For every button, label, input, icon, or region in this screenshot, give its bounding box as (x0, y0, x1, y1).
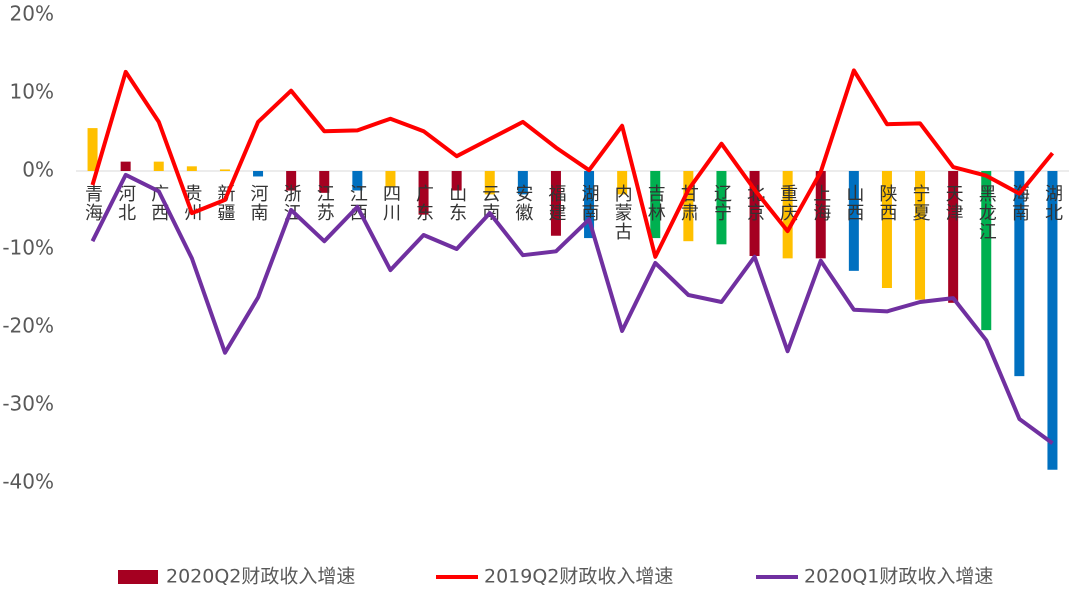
x-tick-label: 广西 (148, 184, 169, 222)
x-tick-label: 重庆 (777, 184, 798, 222)
legend-label: 2019Q2财政收入增速 (484, 566, 673, 588)
x-tick-label: 四川 (380, 184, 401, 222)
x-tick-label: 河南 (248, 184, 269, 222)
bar (186, 166, 197, 171)
bar (120, 161, 131, 171)
x-tick-label: 河北 (115, 184, 136, 222)
x-tick-label: 吉林 (645, 184, 666, 222)
y-tick-label: -30% (2, 392, 54, 416)
y-tick-label: -10% (2, 236, 54, 260)
x-tick-label: 辽宁 (711, 184, 732, 222)
bar (815, 171, 826, 259)
bar (550, 171, 561, 236)
x-tick-label: 新疆 (214, 184, 235, 222)
bar (219, 169, 230, 171)
legend-label: 2020Q1财政收入增速 (804, 566, 993, 588)
bar (1014, 171, 1025, 377)
bar (253, 171, 264, 177)
bar (517, 171, 528, 195)
x-tick-label: 福建 (545, 184, 566, 222)
bar (981, 171, 992, 331)
y-tick-label: 0% (22, 158, 54, 182)
bar (418, 171, 429, 215)
x-tick-label: 江苏 (314, 184, 335, 222)
bar (749, 171, 760, 257)
bar (782, 171, 793, 259)
bar (716, 171, 727, 245)
y-tick-label: 10% (10, 80, 54, 104)
x-tick-label: 内蒙古 (612, 184, 633, 241)
y-tick-label: -20% (2, 314, 54, 338)
bar (87, 128, 98, 171)
x-tick-label: 青海 (82, 184, 103, 222)
line (90, 68, 1055, 259)
bar (881, 171, 892, 288)
x-tick-label: 广东 (413, 184, 434, 222)
x-tick-label: 黑龙江 (976, 184, 997, 241)
x-tick-label: 陕西 (876, 184, 897, 222)
bar (948, 171, 959, 303)
legend-label: 2020Q2财政收入增速 (166, 566, 355, 588)
legend-swatch (118, 570, 158, 584)
y-tick-label: 20% (10, 2, 54, 26)
bar (683, 171, 694, 242)
bar (1047, 171, 1058, 470)
bar (352, 171, 363, 191)
bar (617, 171, 628, 195)
x-tick-label: 湖南 (579, 184, 600, 222)
x-tick-label: 上海 (810, 184, 831, 222)
x-tick-label: 天津 (943, 184, 964, 222)
bar (319, 171, 330, 193)
x-tick-label: 安徽 (512, 184, 533, 222)
bar (484, 171, 495, 195)
bar (915, 171, 926, 300)
x-tick-label: 山东 (446, 184, 467, 222)
x-tick-label: 湖北 (1042, 184, 1063, 222)
bar (385, 171, 396, 187)
x-tick-label: 甘肃 (678, 184, 699, 222)
x-tick-label: 海南 (1009, 184, 1030, 222)
bar (153, 161, 164, 171)
x-tick-label: 云南 (479, 184, 500, 222)
bar (451, 171, 462, 191)
x-tick-label: 山西 (843, 184, 864, 222)
bar (848, 171, 859, 271)
x-tick-label: 宁夏 (910, 184, 931, 222)
bar (650, 171, 661, 239)
bar (286, 171, 297, 191)
bar (584, 171, 595, 239)
line (90, 172, 1054, 445)
y-tick-label: -40% (2, 470, 54, 494)
